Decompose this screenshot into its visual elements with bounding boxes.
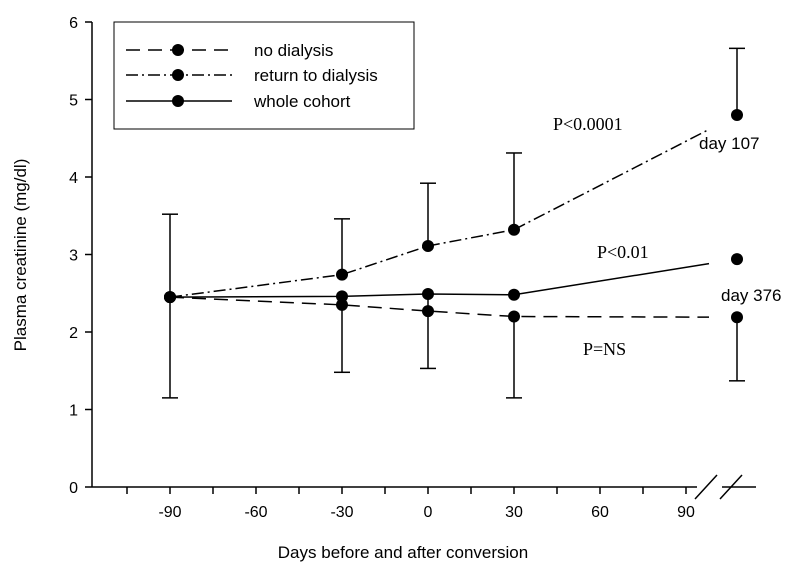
y-tick-label: 1 bbox=[69, 403, 78, 420]
day-label-return-to-dialysis: day 107 bbox=[699, 134, 760, 153]
axis-break-marks bbox=[694, 474, 743, 500]
legend-marker-whole-cohort bbox=[172, 95, 184, 107]
legend-item-return-to-dialysis: return to dialysis bbox=[126, 66, 378, 85]
x-tick-label: -60 bbox=[244, 504, 267, 521]
y-axis-title: Plasma creatinine (mg/dl) bbox=[11, 159, 30, 352]
p-value-whole-cohort: P<0.01 bbox=[597, 242, 649, 262]
series-line-return-to-dialysis bbox=[169, 128, 710, 298]
data-point-whole-cohort bbox=[508, 288, 520, 301]
y-tick-label: 0 bbox=[69, 480, 78, 497]
data-point-no-dialysis bbox=[422, 305, 434, 318]
x-tick-label: -90 bbox=[158, 504, 181, 521]
data-point-whole-cohort bbox=[164, 291, 176, 304]
legend-label-whole-cohort: whole cohort bbox=[253, 92, 351, 111]
x-tick-label: 0 bbox=[424, 504, 433, 521]
x-tick-label: 30 bbox=[505, 504, 523, 521]
legend-item-whole-cohort: whole cohort bbox=[126, 92, 351, 111]
y-tick-label: 3 bbox=[69, 248, 78, 265]
x-axis-title: Days before and after conversion bbox=[278, 543, 528, 562]
data-point-return-to-dialysis bbox=[508, 223, 520, 236]
data-point-whole-cohort bbox=[731, 253, 743, 266]
y-tick-label: 6 bbox=[69, 15, 78, 32]
x-tick-label: 60 bbox=[591, 504, 609, 521]
series-points bbox=[164, 109, 743, 324]
series-lines bbox=[169, 128, 710, 318]
p-value-no-dialysis: P=NS bbox=[583, 339, 626, 359]
x-axis: -90 -60 -30 0 30 60 90 bbox=[92, 474, 756, 521]
p-value-return-to-dialysis: P<0.0001 bbox=[553, 114, 623, 134]
series-line-whole-cohort bbox=[169, 262, 710, 298]
data-point-return-to-dialysis bbox=[422, 239, 434, 252]
y-tick-label: 4 bbox=[69, 170, 78, 187]
day-label-whole-cohort: day 376 bbox=[721, 286, 782, 305]
legend-marker-no-dialysis bbox=[172, 44, 184, 56]
series-line-no-dialysis bbox=[169, 296, 710, 318]
data-point-return-to-dialysis bbox=[731, 109, 743, 121]
legend-marker-return-to-dialysis bbox=[172, 69, 184, 81]
legend-label-return-to-dialysis: return to dialysis bbox=[254, 66, 378, 85]
data-point-no-dialysis bbox=[731, 311, 743, 324]
x-tick-label: -30 bbox=[330, 504, 353, 521]
data-point-no-dialysis bbox=[336, 298, 348, 311]
data-point-no-dialysis bbox=[508, 310, 520, 323]
y-axis: 0 1 2 3 4 5 6 bbox=[69, 15, 93, 497]
data-point-return-to-dialysis bbox=[336, 268, 348, 281]
data-point-whole-cohort bbox=[336, 290, 348, 303]
error-bars bbox=[162, 47, 745, 399]
y-tick-label: 5 bbox=[69, 93, 78, 110]
x-tick-label: 90 bbox=[677, 504, 695, 521]
legend-label-no-dialysis: no dialysis bbox=[254, 41, 333, 60]
legend: no dialysis return to dialysis whole coh… bbox=[113, 21, 415, 130]
data-point-whole-cohort bbox=[422, 288, 434, 301]
y-tick-label: 2 bbox=[69, 325, 78, 342]
legend-item-no-dialysis: no dialysis bbox=[126, 41, 333, 60]
